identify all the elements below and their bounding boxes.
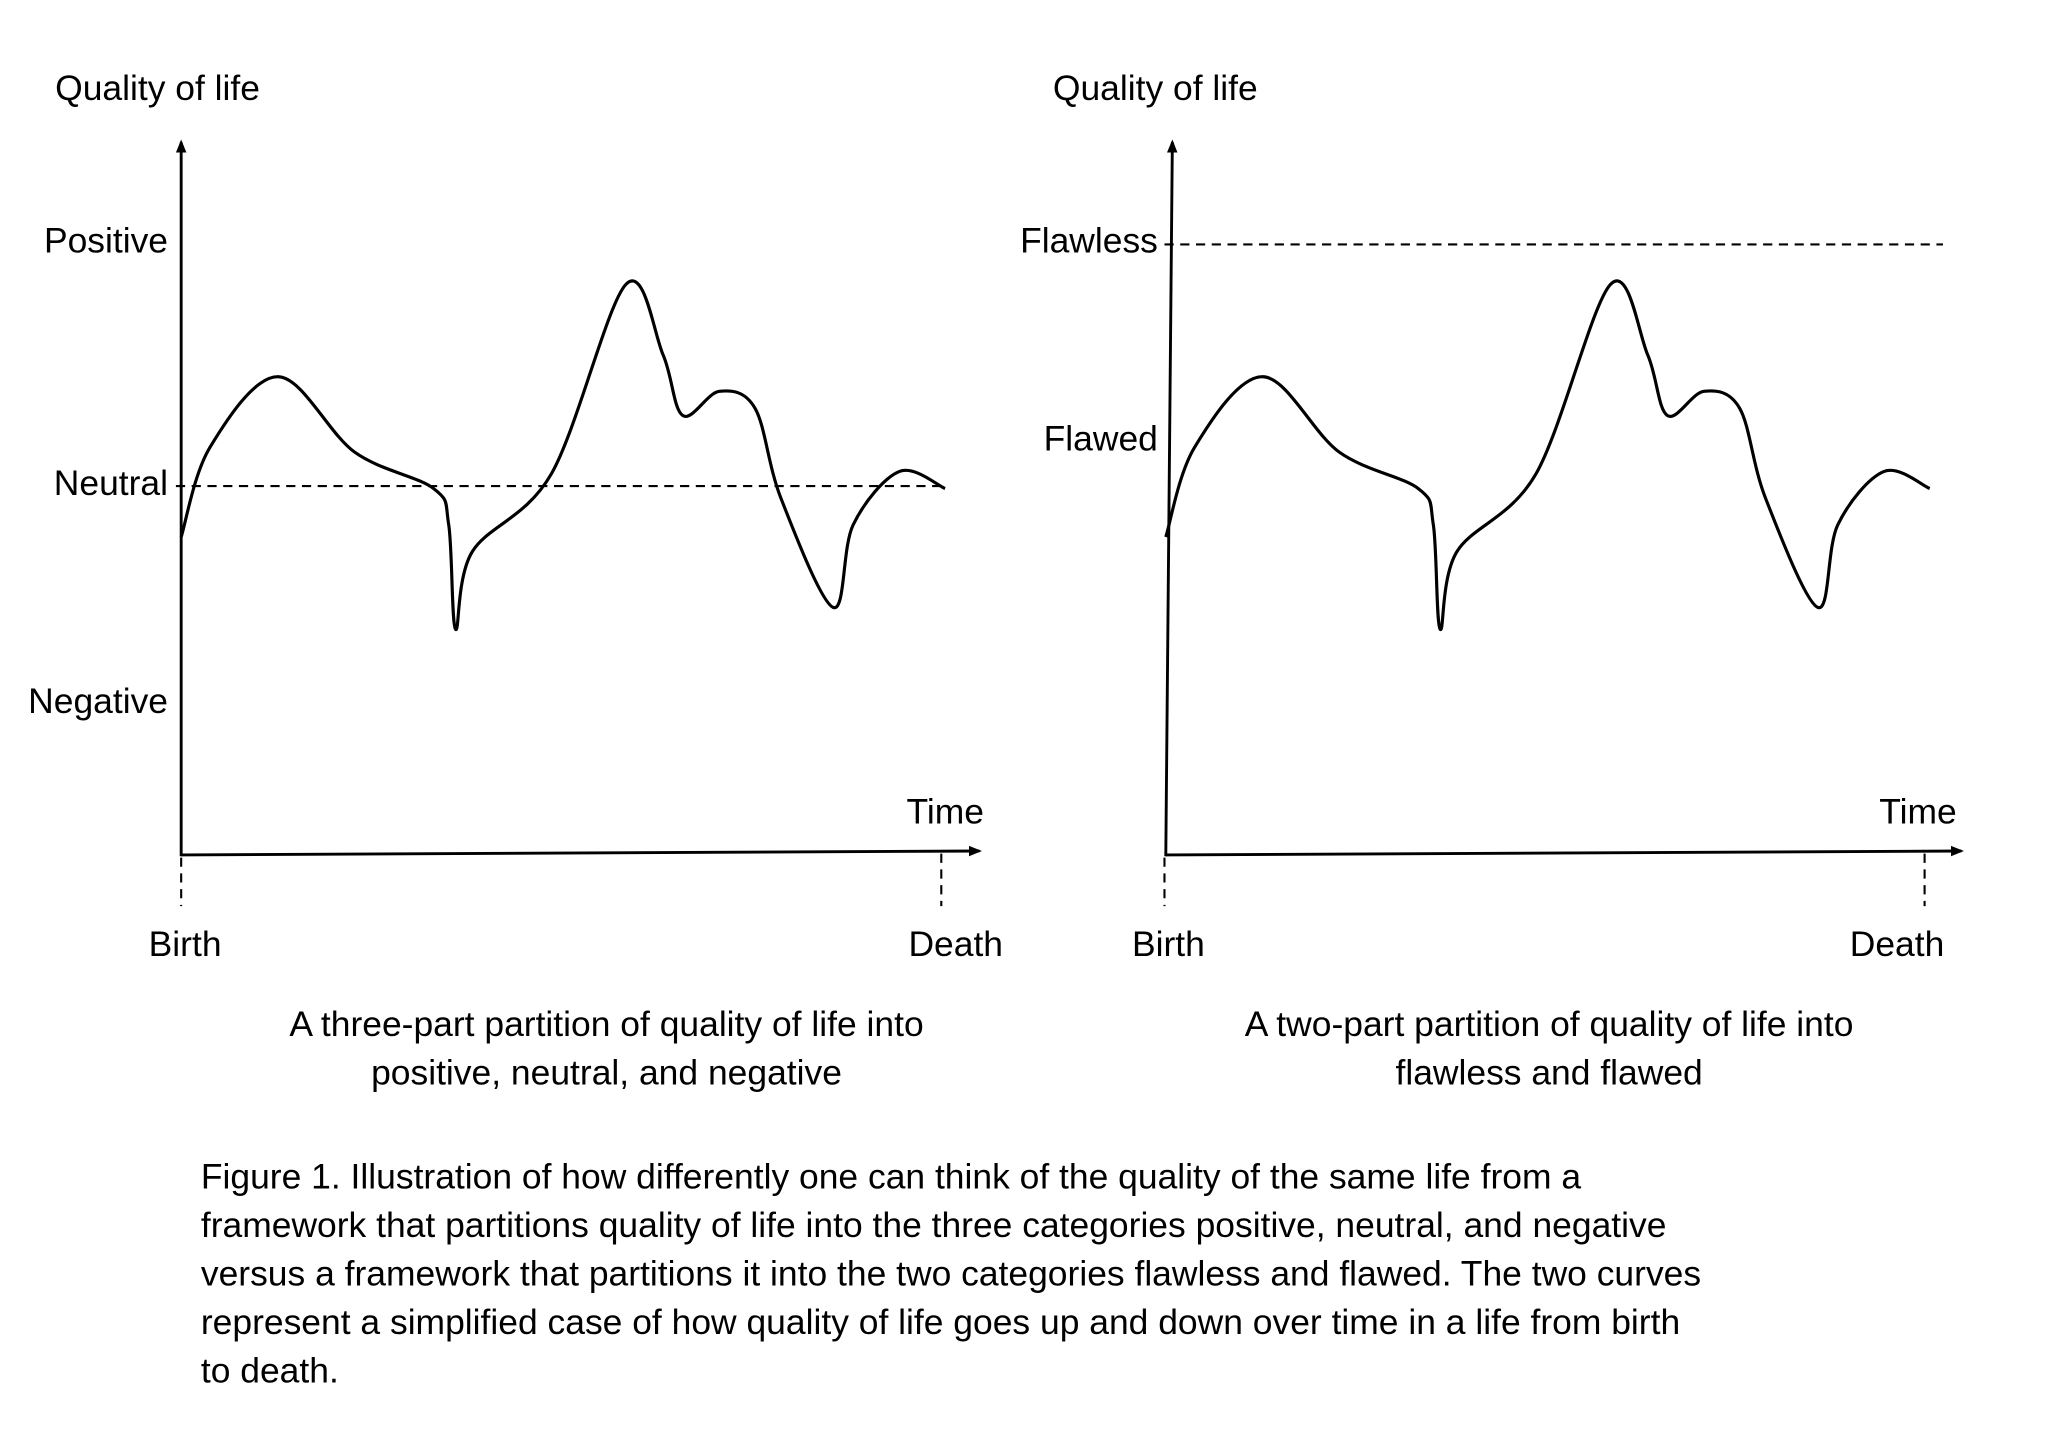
left-chart: Quality of life Positive Neutral Negativ…	[28, 68, 1003, 1093]
x-axis	[181, 845, 982, 857]
level-neutral: Neutral	[54, 463, 168, 503]
caption-line: represent a simplified case of how quali…	[201, 1302, 1680, 1342]
level-positive: Positive	[44, 220, 168, 260]
x-axis	[1165, 845, 1964, 857]
quality-curve	[1164, 279, 1931, 631]
panel-caption-line: A two-part partition of quality of life …	[1245, 1004, 1854, 1044]
caption-line: Figure 1. Illustration of how differentl…	[201, 1156, 1581, 1196]
birth-label: Birth	[1132, 924, 1205, 964]
panel-caption-line: positive, neutral, and negative	[371, 1053, 842, 1093]
panel-caption-line: A three-part partition of quality of lif…	[289, 1004, 923, 1044]
level-flawed: Flawed	[1044, 419, 1158, 459]
quality-curve	[179, 279, 946, 631]
level-negative: Negative	[28, 681, 168, 721]
caption-line: versus a framework that partitions it in…	[201, 1254, 1701, 1294]
x-axis-title: Time	[1879, 791, 1956, 831]
right-chart: Quality of life Flawless Flawed Time Bir…	[1020, 68, 1964, 1093]
death-label: Death	[1850, 924, 1945, 964]
panel-caption-line: flawless and flawed	[1395, 1053, 1702, 1093]
death-label: Death	[908, 924, 1003, 964]
caption-line: framework that partitions quality of lif…	[201, 1205, 1667, 1245]
birth-label: Birth	[149, 924, 222, 964]
caption-line: to death.	[201, 1351, 339, 1391]
level-flawless: Flawless	[1020, 220, 1158, 260]
x-axis-title: Time	[907, 791, 984, 831]
y-axis-title: Quality of life	[55, 68, 260, 108]
figure-caption: Figure 1. Illustration of how differentl…	[201, 1156, 1701, 1390]
y-axis-title: Quality of life	[1053, 68, 1258, 108]
y-axis	[1164, 139, 1178, 857]
